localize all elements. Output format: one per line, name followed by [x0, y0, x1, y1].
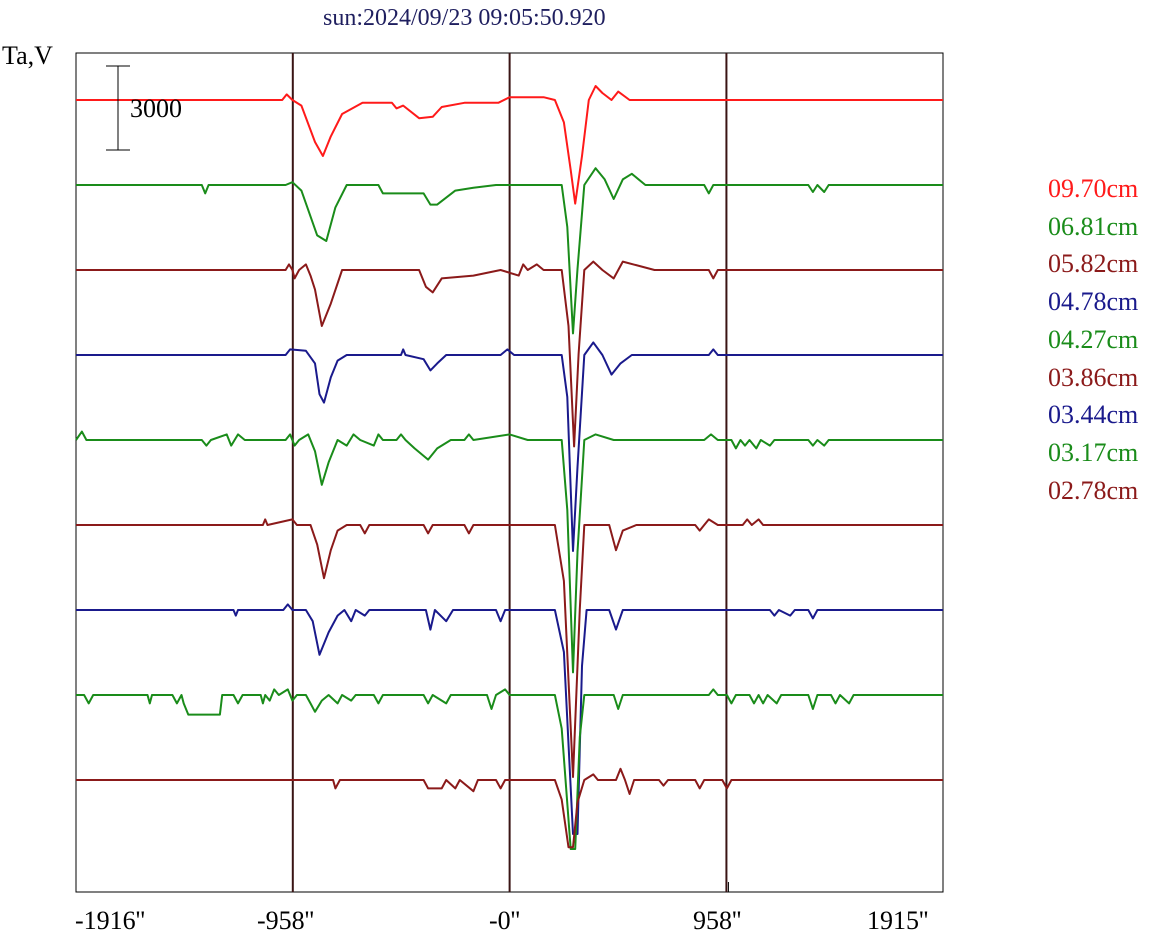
series-line-04.78cm — [76, 341, 943, 552]
legend: 09.70cm 06.81cm 05.82cm 04.78cm 04.27cm 03.86… — [1048, 170, 1138, 509]
x-tick-label: -0'' — [489, 906, 521, 935]
legend-entry: 05.82cm — [1048, 249, 1139, 279]
chart-title: sun:2024/09/23 09:05:50.920 — [323, 5, 606, 31]
x-tick-label: 1915'' — [867, 906, 929, 935]
legend-entry: 03.86cm — [1048, 362, 1139, 392]
legend-entry: 04.78cm — [1048, 287, 1139, 317]
y-axis-label: Ta,V — [2, 41, 53, 70]
legend-entry: 03.17cm — [1048, 437, 1139, 467]
series-line-03.86cm — [76, 518, 943, 778]
series-line-03.44cm — [76, 603, 943, 835]
legend-entry: 09.70cm — [1048, 174, 1139, 203]
legend-entry: 04.27cm — [1048, 324, 1139, 354]
series-line-02.78cm — [76, 767, 943, 849]
series-line-05.82cm — [76, 260, 943, 448]
legend-entry: 03.44cm — [1048, 400, 1139, 430]
legend-entry: 02.78cm — [1048, 475, 1139, 505]
legend-entry: 06.81cm — [1048, 211, 1139, 241]
series-line-03.17cm — [76, 688, 943, 850]
series-line-09.70cm — [76, 85, 943, 205]
x-tick-label: -1916'' — [75, 906, 146, 935]
series-line-04.27cm — [75, 430, 943, 674]
x-tick-label: 958'' — [693, 906, 742, 935]
x-tick-label: -958'' — [257, 906, 315, 935]
series-line-06.81cm — [76, 167, 943, 335]
scale-bar-label: 3000 — [130, 94, 182, 123]
